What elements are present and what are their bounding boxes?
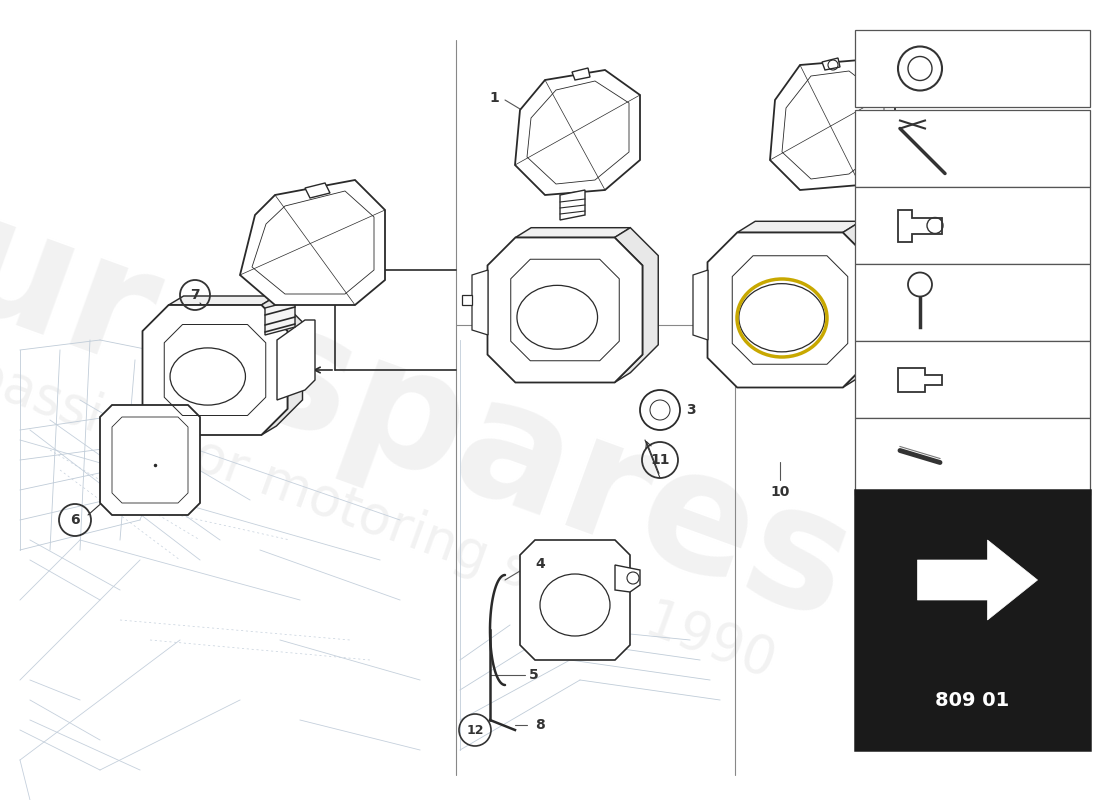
Polygon shape	[520, 540, 630, 660]
Text: 12: 12	[466, 723, 484, 737]
Polygon shape	[240, 180, 385, 305]
Polygon shape	[615, 565, 640, 592]
FancyBboxPatch shape	[855, 30, 1090, 107]
Text: 2: 2	[490, 293, 499, 307]
Text: 7: 7	[864, 296, 871, 309]
FancyBboxPatch shape	[855, 418, 1090, 495]
Text: 6: 6	[70, 513, 80, 527]
Polygon shape	[693, 270, 708, 340]
Polygon shape	[770, 60, 895, 190]
Polygon shape	[265, 300, 295, 335]
Polygon shape	[516, 228, 630, 238]
Text: 8: 8	[864, 219, 871, 232]
Text: 11: 11	[864, 142, 880, 155]
Polygon shape	[143, 305, 287, 435]
Polygon shape	[262, 296, 303, 435]
FancyBboxPatch shape	[855, 264, 1090, 341]
Polygon shape	[615, 228, 658, 382]
Polygon shape	[572, 68, 590, 80]
Circle shape	[908, 273, 932, 297]
Text: 1: 1	[490, 91, 499, 105]
Text: 11: 11	[650, 453, 670, 467]
Text: 8: 8	[535, 718, 544, 732]
Text: 3: 3	[686, 403, 695, 417]
Text: 9: 9	[898, 118, 907, 132]
Text: 4: 4	[535, 557, 544, 571]
Polygon shape	[100, 405, 200, 515]
Polygon shape	[487, 238, 642, 382]
Polygon shape	[707, 233, 872, 387]
FancyBboxPatch shape	[855, 187, 1090, 264]
Text: 3: 3	[864, 450, 871, 463]
Polygon shape	[472, 270, 488, 335]
Text: 10: 10	[770, 485, 790, 499]
Polygon shape	[737, 222, 861, 233]
Polygon shape	[917, 540, 1037, 620]
FancyBboxPatch shape	[855, 110, 1090, 187]
Text: 7: 7	[190, 288, 200, 302]
Text: 809 01: 809 01	[935, 690, 1010, 710]
FancyBboxPatch shape	[855, 341, 1090, 418]
Text: 6: 6	[864, 373, 871, 386]
Polygon shape	[168, 296, 276, 305]
Text: a passion for motoring since 1990: a passion for motoring since 1990	[0, 331, 782, 689]
Text: 12: 12	[864, 62, 880, 75]
Text: 5: 5	[529, 668, 539, 682]
Polygon shape	[560, 190, 585, 220]
Polygon shape	[822, 58, 840, 70]
Polygon shape	[515, 70, 640, 195]
Polygon shape	[843, 222, 891, 387]
FancyBboxPatch shape	[855, 490, 1090, 750]
Polygon shape	[462, 295, 472, 305]
Polygon shape	[305, 183, 330, 198]
Polygon shape	[277, 320, 315, 400]
Text: eurospares: eurospares	[0, 143, 872, 657]
